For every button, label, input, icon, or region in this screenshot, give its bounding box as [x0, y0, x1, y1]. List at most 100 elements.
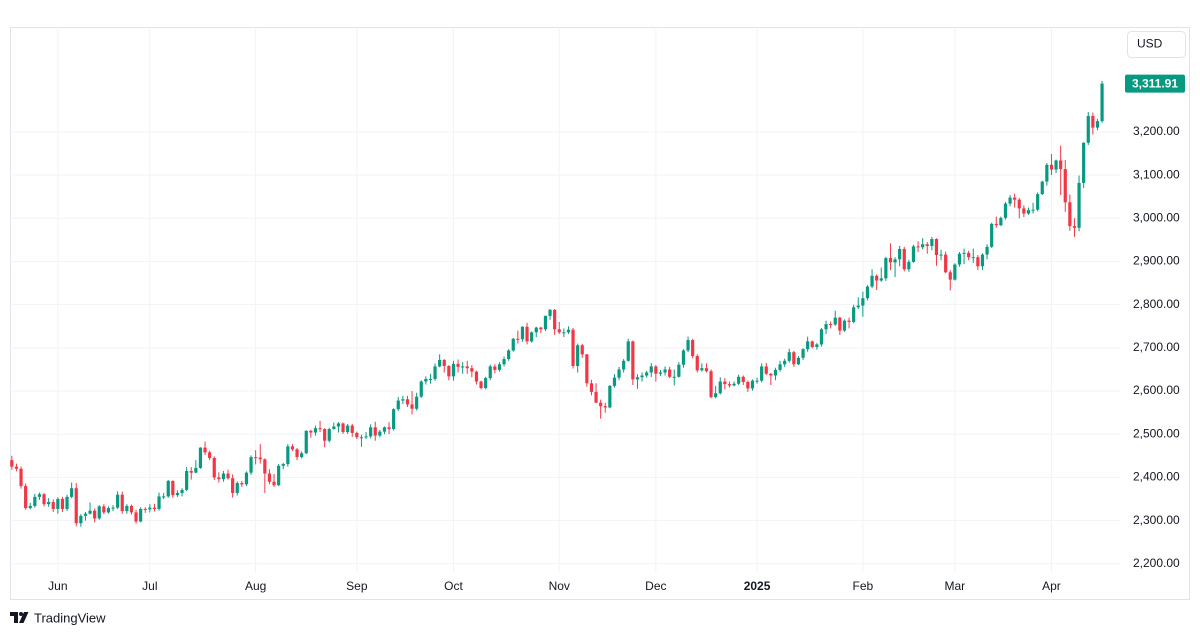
candle-body: [645, 372, 649, 376]
candle-body: [888, 258, 893, 263]
candle-body: [631, 341, 635, 380]
currency-button[interactable]: [1127, 31, 1186, 58]
candle-body: [387, 427, 391, 430]
brand-name: TradingView: [34, 610, 106, 625]
candle-body: [1091, 115, 1095, 128]
candle-body: [649, 366, 653, 373]
candle-body: [622, 360, 626, 370]
x-tick-label: 2025: [744, 579, 771, 593]
candle-body: [1026, 210, 1031, 214]
candle-body: [1017, 199, 1021, 209]
candle-body: [654, 366, 658, 374]
candle-body: [838, 317, 842, 331]
candle-body: [470, 368, 474, 372]
candle-body: [796, 357, 801, 365]
candle-body: [801, 349, 805, 358]
candle-body: [369, 427, 373, 437]
candle-body: [769, 373, 773, 376]
candle-body: [681, 350, 686, 365]
candle-body: [465, 366, 469, 369]
x-tick-label: Jun: [48, 579, 67, 593]
candle-body: [663, 369, 667, 373]
brand-logo: [10, 612, 29, 623]
candle-body: [617, 369, 621, 378]
candle-body: [33, 496, 37, 506]
candle-body: [599, 402, 603, 407]
candle-body: [134, 512, 138, 522]
candle-body: [277, 465, 281, 486]
candle-body: [819, 329, 824, 345]
candle-body: [962, 252, 966, 254]
candle-body: [870, 275, 874, 287]
candle-body: [1031, 209, 1035, 211]
candle-body: [980, 254, 985, 267]
candle-body: [493, 366, 497, 370]
candle-body: [608, 385, 612, 408]
last-price-badge: [1125, 74, 1185, 93]
candle-body: [737, 376, 741, 384]
candle-body: [502, 359, 506, 365]
candle-body: [934, 239, 939, 256]
candle-body: [51, 502, 55, 509]
candle-body: [396, 400, 400, 410]
candle-body: [442, 359, 446, 367]
candle-body: [267, 473, 272, 482]
candle-body: [741, 376, 745, 382]
candle-body: [479, 381, 483, 389]
candle-body: [1059, 160, 1063, 170]
candle-body: [1003, 203, 1008, 218]
candle-body: [373, 427, 377, 436]
candle-body: [304, 430, 308, 454]
candle-body: [672, 376, 676, 378]
candle-body: [723, 381, 727, 385]
candle-body: [806, 341, 810, 350]
candle-body: [783, 360, 787, 365]
candle-body: [810, 341, 814, 348]
candle-body: [1077, 182, 1081, 228]
candle-body: [143, 508, 147, 510]
candle-body: [727, 384, 732, 386]
candle-body: [704, 368, 709, 372]
candle-body: [1054, 160, 1058, 170]
candle-body: [1068, 202, 1072, 227]
candle-body: [778, 364, 782, 370]
candle-body: [120, 494, 124, 512]
currency-label[interactable]: USD: [1137, 37, 1163, 51]
candle-body: [415, 396, 419, 409]
candle-body: [930, 239, 934, 246]
candle-body: [341, 423, 345, 433]
candle-body: [760, 366, 764, 381]
candle-body: [948, 272, 952, 280]
candle-body: [907, 261, 911, 270]
candle-body: [507, 350, 511, 360]
candle-body: [405, 399, 410, 405]
candle-body: [102, 506, 106, 513]
candle-body: [497, 364, 502, 370]
x-tick-label: Dec: [645, 579, 666, 593]
candle-body: [433, 366, 437, 379]
candle-body: [700, 368, 704, 371]
candle-body: [787, 352, 791, 361]
candle-body: [74, 488, 78, 524]
x-tick-label: Apr: [1042, 579, 1061, 593]
y-tick-label: 3,200.00: [1133, 124, 1180, 138]
candle-body: [1086, 115, 1090, 143]
y-tick-label: 3,000.00: [1133, 210, 1180, 224]
candle-body: [392, 409, 396, 430]
candle-body: [401, 399, 405, 401]
candle-body: [19, 468, 23, 487]
candle-body: [875, 275, 879, 281]
candle-body: [461, 366, 465, 368]
candle-body: [1008, 197, 1012, 204]
candle-body: [116, 494, 120, 508]
candle-body: [990, 223, 994, 247]
y-tick-label: 2,500.00: [1133, 426, 1180, 440]
candle-body: [157, 496, 161, 509]
candle-body: [185, 470, 189, 490]
candle-body: [286, 446, 290, 465]
candle-body: [833, 317, 837, 325]
candle-body: [410, 404, 414, 409]
candle-body: [24, 486, 28, 509]
candle-body: [382, 427, 387, 432]
